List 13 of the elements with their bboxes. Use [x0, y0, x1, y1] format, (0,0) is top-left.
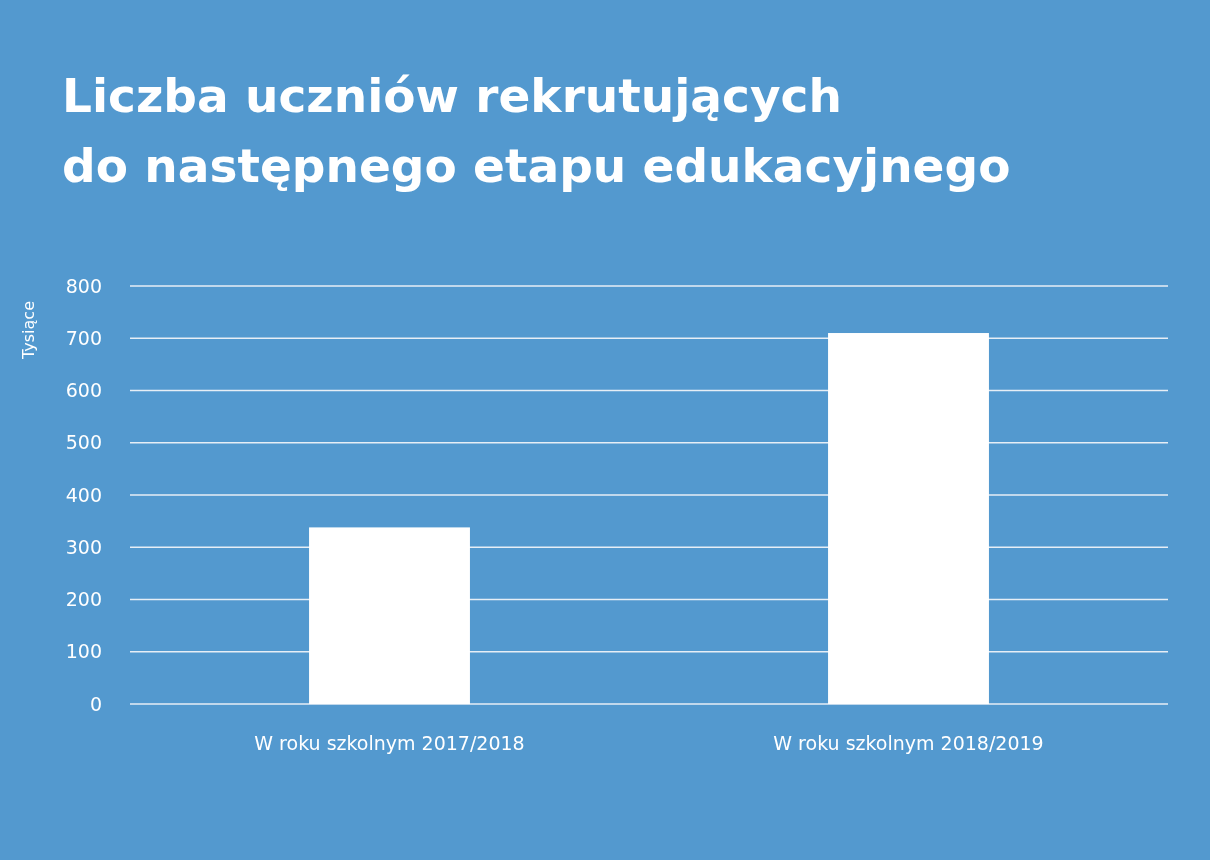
- y-tick-label: 800: [65, 274, 102, 297]
- y-tick-label: 700: [65, 326, 102, 349]
- y-tick-label: 200: [65, 588, 102, 611]
- y-tick-label: 600: [65, 379, 102, 402]
- y-tick-label: 300: [65, 535, 102, 558]
- y-tick-label: 500: [65, 431, 102, 454]
- chart-title: Liczba uczniów rekrutujących do następnego etapu edukacyjnego: [62, 68, 1011, 193]
- y-axis-title: Tysiące: [19, 301, 38, 360]
- y-tick-label: 0: [89, 692, 102, 715]
- x-tick-label: W roku szkolnym 2017/2018: [254, 732, 525, 754]
- y-tick-label: 400: [65, 483, 102, 506]
- x-tick-label: W roku szkolnym 2018/2019: [773, 732, 1044, 754]
- y-tick-label: 100: [65, 640, 102, 663]
